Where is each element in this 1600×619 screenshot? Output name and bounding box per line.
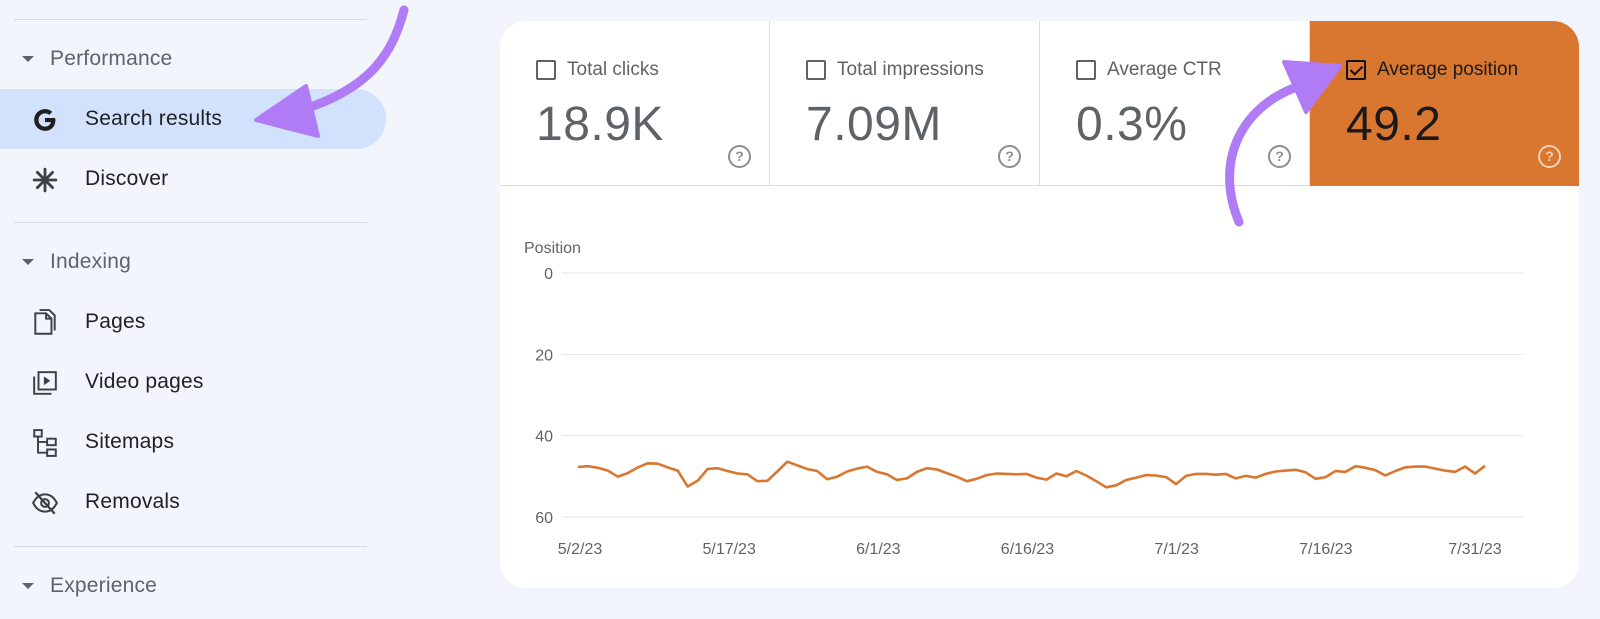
help-icon[interactable]: ?: [728, 145, 751, 168]
metric-average-position[interactable]: Average position 49.2 ?: [1310, 21, 1579, 186]
google-g-icon: [30, 105, 60, 135]
x-tick-label: 5/17/23: [702, 541, 755, 558]
section-label: Performance: [50, 47, 173, 70]
section-experience[interactable]: Experience: [22, 571, 157, 601]
performance-card: Total clicks 18.9K ? Total impressions 7…: [500, 21, 1579, 588]
checkbox[interactable]: [806, 60, 826, 80]
position-chart: Position 0 20 40 60 5/2/23 5/17/23 6/1/23 6/16…: [500, 186, 1579, 588]
video-pages-icon: [30, 368, 60, 398]
sidebar-item-label: Removals: [85, 490, 180, 513]
y-tick-label: 60: [535, 510, 553, 527]
help-icon[interactable]: ?: [1538, 145, 1561, 168]
divider: [14, 546, 367, 547]
sidebar-item-discover[interactable]: Discover: [0, 149, 386, 209]
asterisk-icon: [30, 165, 60, 195]
metric-label: Average CTR: [1107, 59, 1222, 80]
metric-label: Total impressions: [837, 59, 984, 80]
x-tick-label: 7/31/23: [1448, 541, 1501, 558]
metric-total-impressions[interactable]: Total impressions 7.09M ?: [770, 21, 1040, 186]
sidebar-item-label: Discover: [85, 167, 169, 190]
x-tick-label: 6/16/23: [1001, 541, 1054, 558]
caret-down-icon: [22, 259, 34, 265]
metric-value: 18.9K: [536, 98, 664, 151]
sidebar-item-label: Pages: [85, 310, 146, 333]
checkbox[interactable]: [1076, 60, 1096, 80]
section-label: Experience: [50, 574, 158, 597]
x-tick-label: 7/16/23: [1299, 541, 1352, 558]
metric-total-clicks[interactable]: Total clicks 18.9K ?: [500, 21, 770, 186]
sidebar-item-label: Search results: [85, 107, 223, 130]
series-line-average-position: [577, 460, 1486, 489]
help-icon[interactable]: ?: [998, 145, 1021, 168]
sidebar-item-label: Sitemaps: [85, 430, 175, 453]
y-tick-label: 40: [535, 429, 553, 446]
line-chart: Position 0 20 40 60 5/2/23 5/17/23 6/1/23 6/16…: [524, 240, 1523, 558]
x-tick-label: 6/1/23: [856, 541, 901, 558]
caret-down-icon: [22, 583, 34, 589]
metric-label: Total clicks: [567, 59, 659, 80]
metric-value: 49.2: [1346, 98, 1442, 151]
help-icon[interactable]: ?: [1268, 145, 1291, 168]
sidebar-item-removals[interactable]: Removals: [0, 472, 386, 532]
sidebar-item-sitemaps[interactable]: Sitemaps: [0, 412, 386, 472]
x-tick-label: 7/1/23: [1154, 541, 1199, 558]
pages-icon: [30, 308, 60, 338]
metric-label: Average position: [1377, 59, 1519, 80]
metric-tiles: Total clicks 18.9K ? Total impressions 7…: [500, 21, 1579, 186]
metric-value: 0.3%: [1076, 98, 1188, 151]
divider: [14, 222, 367, 223]
metric-value: 7.09M: [806, 98, 942, 151]
y-tick-label: 0: [544, 266, 553, 283]
y-axis-label: Position: [524, 240, 581, 257]
caret-down-icon: [22, 56, 34, 62]
checkbox[interactable]: [536, 60, 556, 80]
sidebar-item-pages[interactable]: Pages: [0, 292, 386, 352]
sidebar-item-search-results[interactable]: Search results: [0, 89, 386, 149]
y-tick-label: 20: [535, 347, 553, 364]
sidebar-item-label: Video pages: [85, 370, 204, 393]
divider: [14, 19, 367, 20]
eye-off-icon: [30, 488, 60, 518]
metric-average-ctr[interactable]: Average CTR 0.3% ?: [1040, 21, 1310, 186]
x-tick-label: 5/2/23: [558, 541, 603, 558]
section-indexing[interactable]: Indexing: [22, 247, 131, 277]
section-label: Indexing: [50, 250, 131, 273]
section-performance[interactable]: Performance: [22, 44, 172, 74]
sidebar-item-video-pages[interactable]: Video pages: [0, 352, 386, 412]
sitemap-icon: [30, 428, 60, 458]
checkbox-checked[interactable]: [1346, 60, 1366, 80]
